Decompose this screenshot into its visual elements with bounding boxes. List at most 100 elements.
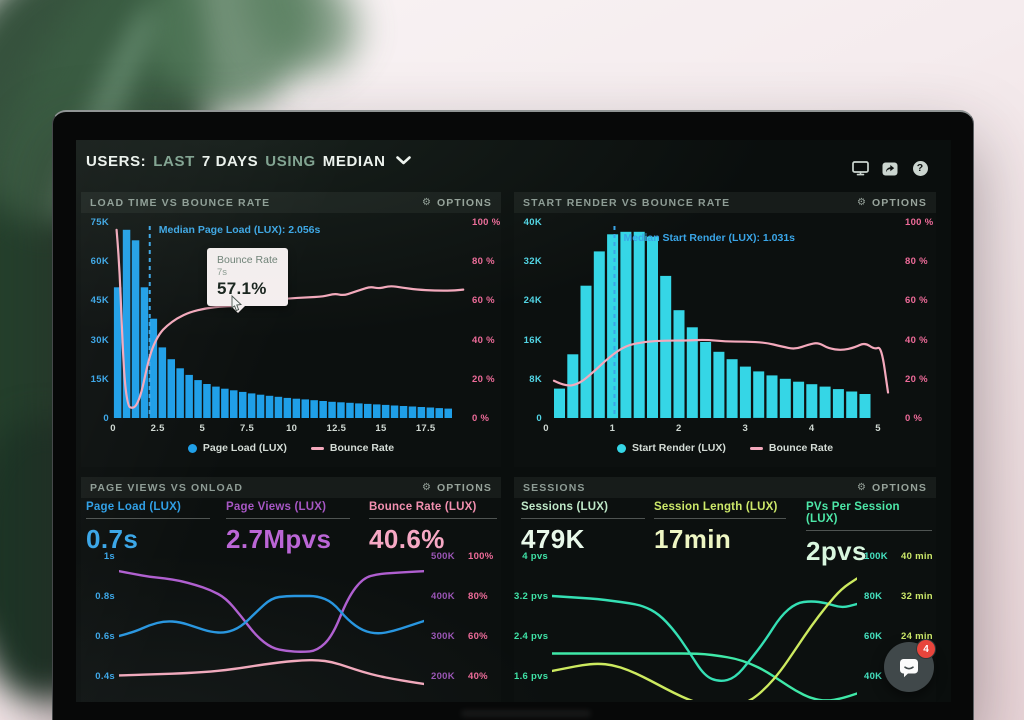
axis-tick-label: 80 %: [472, 256, 495, 268]
histogram-bar: [806, 384, 818, 418]
panel-sessions: SESSIONS ⚙ OPTIONS Sessions (LUX) 479K S…: [514, 477, 936, 702]
axis-tick-label: 2.4 pvs: [514, 631, 549, 642]
histogram-bar: [158, 347, 167, 418]
histogram-bar: [846, 391, 858, 418]
histogram-bar: [310, 400, 318, 418]
legend-label: Bounce Rate: [768, 442, 834, 454]
histogram-bar: [230, 390, 238, 418]
histogram-bar: [292, 398, 301, 418]
gear-icon: ⚙: [856, 481, 868, 493]
axis-tick-label: 1s: [103, 551, 115, 562]
axis-tick-label: 0.8s: [95, 591, 115, 602]
axis-tick-label: 17.5: [415, 423, 436, 434]
axis-tick-label: 60 %: [472, 295, 495, 307]
histogram-bar: [131, 240, 140, 418]
metric-sessions: Sessions (LUX) 479K: [521, 501, 645, 555]
panel-title: PAGE VIEWS VS ONLOAD: [90, 481, 244, 494]
metric-label: PVs Per Session (LUX): [806, 501, 932, 531]
line-series: [552, 594, 857, 682]
histogram-bar: [426, 407, 435, 418]
metric-session-length: Session Length (LUX) 17min: [654, 501, 786, 555]
panel-header: START RENDER VS BOUNCE RATE ⚙ OPTIONS: [514, 192, 936, 213]
median-annotation: Median Start Render (LUX): 1.031s: [623, 232, 796, 244]
histogram-bar: [274, 396, 283, 418]
legend-label: Page Load (LUX): [202, 442, 287, 454]
legend-label: Start Render (LUX): [631, 442, 726, 454]
tooltip-value: 57.1%: [217, 279, 267, 298]
chart-canvas: [552, 226, 890, 419]
histogram-bar: [167, 359, 175, 418]
histogram-bar: [779, 378, 791, 418]
axis-tick-label: 0 %: [905, 413, 923, 424]
mouse-cursor: [231, 295, 243, 312]
axis-tick-label: 15K: [90, 373, 109, 385]
panel-load-time-vs-bounce-rate: LOAD TIME VS BOUNCE RATE ⚙ OPTIONS 75K 60…: [81, 192, 501, 467]
axis-tick-label: 0.6s: [95, 631, 115, 642]
axis-tick-label: 40%: [468, 671, 488, 682]
panel-header: PAGE VIEWS VS ONLOAD ⚙ OPTIONS: [81, 477, 501, 498]
gear-icon: ⚙: [421, 196, 433, 208]
options-button[interactable]: ⚙ OPTIONS: [857, 482, 927, 494]
axis-tick-label: 80 %: [905, 256, 928, 268]
histogram-bar: [283, 397, 292, 418]
histogram-bar: [753, 371, 765, 418]
help-icon[interactable]: ?: [911, 160, 929, 176]
chat-widget-button[interactable]: 4: [884, 639, 936, 692]
bezel-logo-glow: [461, 710, 591, 717]
axis-tick-label: 32K: [523, 256, 542, 268]
histogram-bar: [859, 394, 871, 418]
histogram-bar: [417, 407, 426, 418]
legend-dot: [187, 443, 197, 453]
histogram-bar: [149, 318, 158, 418]
metric-label: Sessions (LUX): [521, 501, 645, 519]
histogram-bar: [203, 384, 211, 418]
options-button[interactable]: ⚙ OPTIONS: [857, 197, 927, 209]
options-button[interactable]: ⚙ OPTIONS: [422, 482, 492, 494]
axis-tick-label: 100K: [864, 551, 888, 562]
options-label: OPTIONS: [437, 196, 492, 209]
chevron-down-icon: [395, 152, 411, 170]
histogram-bar: [194, 380, 202, 418]
tooltip-title: Bounce Rate: [217, 254, 278, 266]
histogram-bar: [819, 386, 831, 418]
histogram-bar: [337, 402, 345, 418]
display-icon[interactable]: [851, 160, 869, 176]
metric-value: 2.7Mpvs: [226, 524, 332, 554]
axis-tick-label: 7.5: [239, 423, 255, 434]
axis-tick-label: 40K: [523, 217, 542, 228]
histogram-bar: [673, 310, 685, 418]
options-label: OPTIONS: [872, 196, 927, 209]
axis-tick-label: 40 %: [905, 334, 928, 346]
histogram-bar: [739, 366, 751, 419]
metric-value: 2pvs: [806, 536, 867, 566]
title-segment: USERS:: [86, 152, 147, 170]
axis-tick-label: 100%: [468, 551, 494, 562]
axis-tick-label: 32 min: [901, 591, 933, 602]
options-button[interactable]: ⚙ OPTIONS: [422, 197, 492, 209]
histogram-bar: [122, 229, 131, 418]
histogram-bar: [408, 406, 417, 418]
line-series: [119, 570, 424, 653]
histogram-bar: [633, 231, 645, 418]
legend-dot: [616, 443, 626, 453]
axis-tick-label: 15: [375, 423, 387, 434]
timeframe-dropdown[interactable]: USERS: LAST 7 DAYS USING MEDIAN: [86, 152, 411, 170]
histogram-bar: [620, 231, 632, 418]
panel-title: SESSIONS: [523, 481, 586, 494]
panel-start-render-vs-bounce-rate: START RENDER VS BOUNCE RATE ⚙ OPTIONS 40…: [514, 192, 936, 467]
histogram-bar: [593, 251, 605, 418]
histogram-bar: [726, 359, 738, 418]
axis-tick-label: 4 pvs: [522, 551, 548, 562]
axis-tick-label: 4: [808, 423, 815, 434]
histogram-bar: [607, 234, 619, 419]
axis-tick-label: 60K: [864, 631, 883, 642]
line-series: [552, 338, 890, 394]
histogram-bar: [686, 327, 698, 418]
histogram-bar: [212, 386, 220, 418]
axis-tick-label: 24K: [523, 295, 542, 307]
histogram-bar: [301, 399, 309, 418]
histogram-bar: [580, 285, 592, 418]
histogram-bar: [176, 368, 184, 418]
share-icon[interactable]: [881, 160, 899, 176]
